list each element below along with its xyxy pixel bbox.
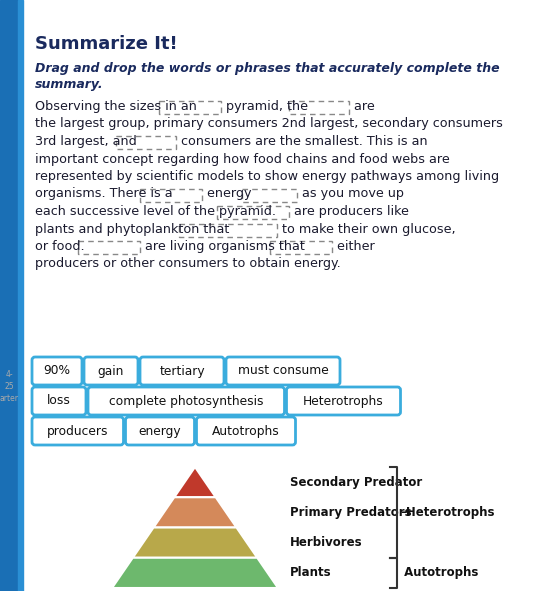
Text: Drag and drop the words or phrases that accurately complete the: Drag and drop the words or phrases that … — [35, 62, 500, 75]
Polygon shape — [133, 528, 257, 558]
Text: –Heterotrophs: –Heterotrophs — [400, 506, 494, 519]
FancyBboxPatch shape — [226, 357, 340, 385]
FancyBboxPatch shape — [270, 241, 332, 254]
Polygon shape — [154, 497, 237, 528]
FancyBboxPatch shape — [88, 387, 284, 415]
Text: plants and phytoplankton that: plants and phytoplankton that — [35, 222, 233, 235]
FancyBboxPatch shape — [140, 189, 202, 202]
FancyBboxPatch shape — [289, 101, 349, 114]
FancyBboxPatch shape — [159, 101, 221, 114]
FancyBboxPatch shape — [140, 357, 224, 385]
FancyBboxPatch shape — [116, 136, 177, 149]
Text: gain: gain — [98, 365, 124, 378]
Text: energy: energy — [203, 187, 256, 200]
Text: must consume: must consume — [238, 365, 329, 378]
Text: represented by scientific models to show energy pathways among living: represented by scientific models to show… — [35, 170, 499, 183]
Text: as you move up: as you move up — [298, 187, 403, 200]
Bar — [18, 0, 23, 591]
Text: tertiary: tertiary — [159, 365, 205, 378]
Text: Autotrophs: Autotrophs — [212, 424, 280, 437]
Text: Secondary Predator: Secondary Predator — [290, 476, 422, 489]
Text: Plants: Plants — [290, 566, 331, 579]
FancyBboxPatch shape — [84, 357, 138, 385]
Text: summary.: summary. — [35, 78, 104, 91]
Text: important concept regarding how food chains and food webs are: important concept regarding how food cha… — [35, 152, 450, 165]
Text: each successive level of the pyramid.: each successive level of the pyramid. — [35, 205, 280, 218]
FancyBboxPatch shape — [217, 206, 289, 219]
Bar — [0, 0, 18, 591]
FancyBboxPatch shape — [32, 357, 82, 385]
Text: Primary Predators: Primary Predators — [290, 506, 411, 519]
Polygon shape — [174, 467, 216, 497]
Text: or food.: or food. — [35, 240, 89, 253]
Text: 90%: 90% — [44, 365, 70, 378]
Text: Autotrophs: Autotrophs — [400, 566, 479, 579]
Text: energy: energy — [138, 424, 181, 437]
Text: Herbivores: Herbivores — [290, 536, 362, 549]
Text: the largest group, primary consumers 2nd largest, secondary consumers: the largest group, primary consumers 2nd… — [35, 118, 503, 131]
FancyBboxPatch shape — [32, 387, 86, 415]
FancyBboxPatch shape — [241, 189, 296, 202]
FancyBboxPatch shape — [197, 417, 295, 445]
Text: Observing the sizes in an: Observing the sizes in an — [35, 100, 201, 113]
Text: 25: 25 — [4, 382, 14, 391]
Text: Summarize It!: Summarize It! — [35, 35, 178, 53]
Text: consumers are the smallest. This is an: consumers are the smallest. This is an — [177, 135, 428, 148]
Text: Heterotrophs: Heterotrophs — [303, 395, 384, 408]
FancyBboxPatch shape — [78, 241, 140, 254]
FancyBboxPatch shape — [287, 387, 401, 415]
Text: 4-: 4- — [5, 370, 13, 379]
Text: are producers like: are producers like — [290, 205, 409, 218]
Text: pyramid, the: pyramid, the — [222, 100, 312, 113]
Text: arter: arter — [0, 394, 19, 403]
Text: complete photosynthesis: complete photosynthesis — [109, 395, 263, 408]
Text: organisms. There is a: organisms. There is a — [35, 187, 177, 200]
Text: loss: loss — [47, 395, 71, 408]
Text: producers or other consumers to obtain energy.: producers or other consumers to obtain e… — [35, 258, 341, 271]
Polygon shape — [112, 558, 278, 588]
FancyBboxPatch shape — [179, 223, 276, 236]
Text: to make their own glucose,: to make their own glucose, — [277, 222, 455, 235]
Text: are: are — [350, 100, 375, 113]
FancyBboxPatch shape — [125, 417, 195, 445]
Text: 3rd largest, and: 3rd largest, and — [35, 135, 141, 148]
FancyBboxPatch shape — [32, 417, 124, 445]
Text: are living organisms that: are living organisms that — [141, 240, 309, 253]
Text: producers: producers — [47, 424, 108, 437]
Text: either: either — [333, 240, 375, 253]
